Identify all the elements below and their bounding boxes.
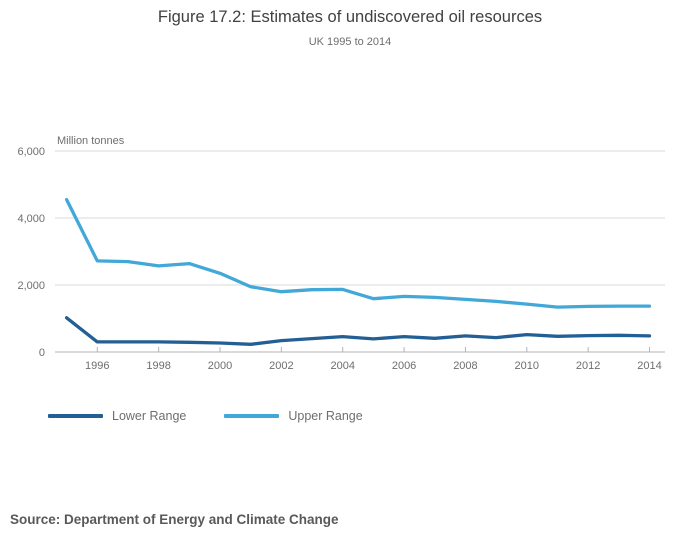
legend-label: Lower Range xyxy=(112,409,187,423)
y-axis-unit-label: Million tonnes xyxy=(57,135,125,147)
x-tick-label: 1998 xyxy=(146,360,170,372)
x-tick-label: 2000 xyxy=(208,360,232,372)
chart-plot-area: 0 2,000 4,000 6,000 1996 1998 2000 2002 2004 2006… xyxy=(17,146,665,372)
lower-range-swatch xyxy=(48,414,103,418)
lower-range-line[interactable] xyxy=(64,316,652,346)
x-tick-label: 2008 xyxy=(453,360,477,372)
x-tick-label: 2004 xyxy=(330,360,354,372)
x-tick-label: 1996 xyxy=(85,360,109,372)
x-tick-label: 2012 xyxy=(576,360,600,372)
y-tick-label: 2,000 xyxy=(17,280,45,292)
y-tick-label: 4,000 xyxy=(17,213,45,225)
x-tick-label: 2010 xyxy=(515,360,539,372)
x-tick-label: 2014 xyxy=(637,360,661,372)
y-tick-label: 0 xyxy=(39,347,45,359)
legend-item-lower-range[interactable]: Lower Range xyxy=(48,409,186,423)
legend-item-upper-range[interactable]: Upper Range xyxy=(224,409,363,423)
y-tick-label: 6,000 xyxy=(17,146,45,158)
chart-subtitle: UK 1995 to 2014 xyxy=(308,36,392,48)
upper-range-swatch xyxy=(224,414,280,418)
x-tick-label: 2002 xyxy=(269,360,293,372)
chart-legend: Lower Range Upper Range xyxy=(48,409,363,423)
chart-title: Figure 17.2: Estimates of undiscovered o… xyxy=(157,8,543,26)
legend-label: Upper Range xyxy=(288,409,363,423)
source-note: Source: Department of Energy and Climate… xyxy=(10,512,339,527)
x-tick-label: 2006 xyxy=(392,360,416,372)
upper-range-line[interactable] xyxy=(64,197,652,309)
